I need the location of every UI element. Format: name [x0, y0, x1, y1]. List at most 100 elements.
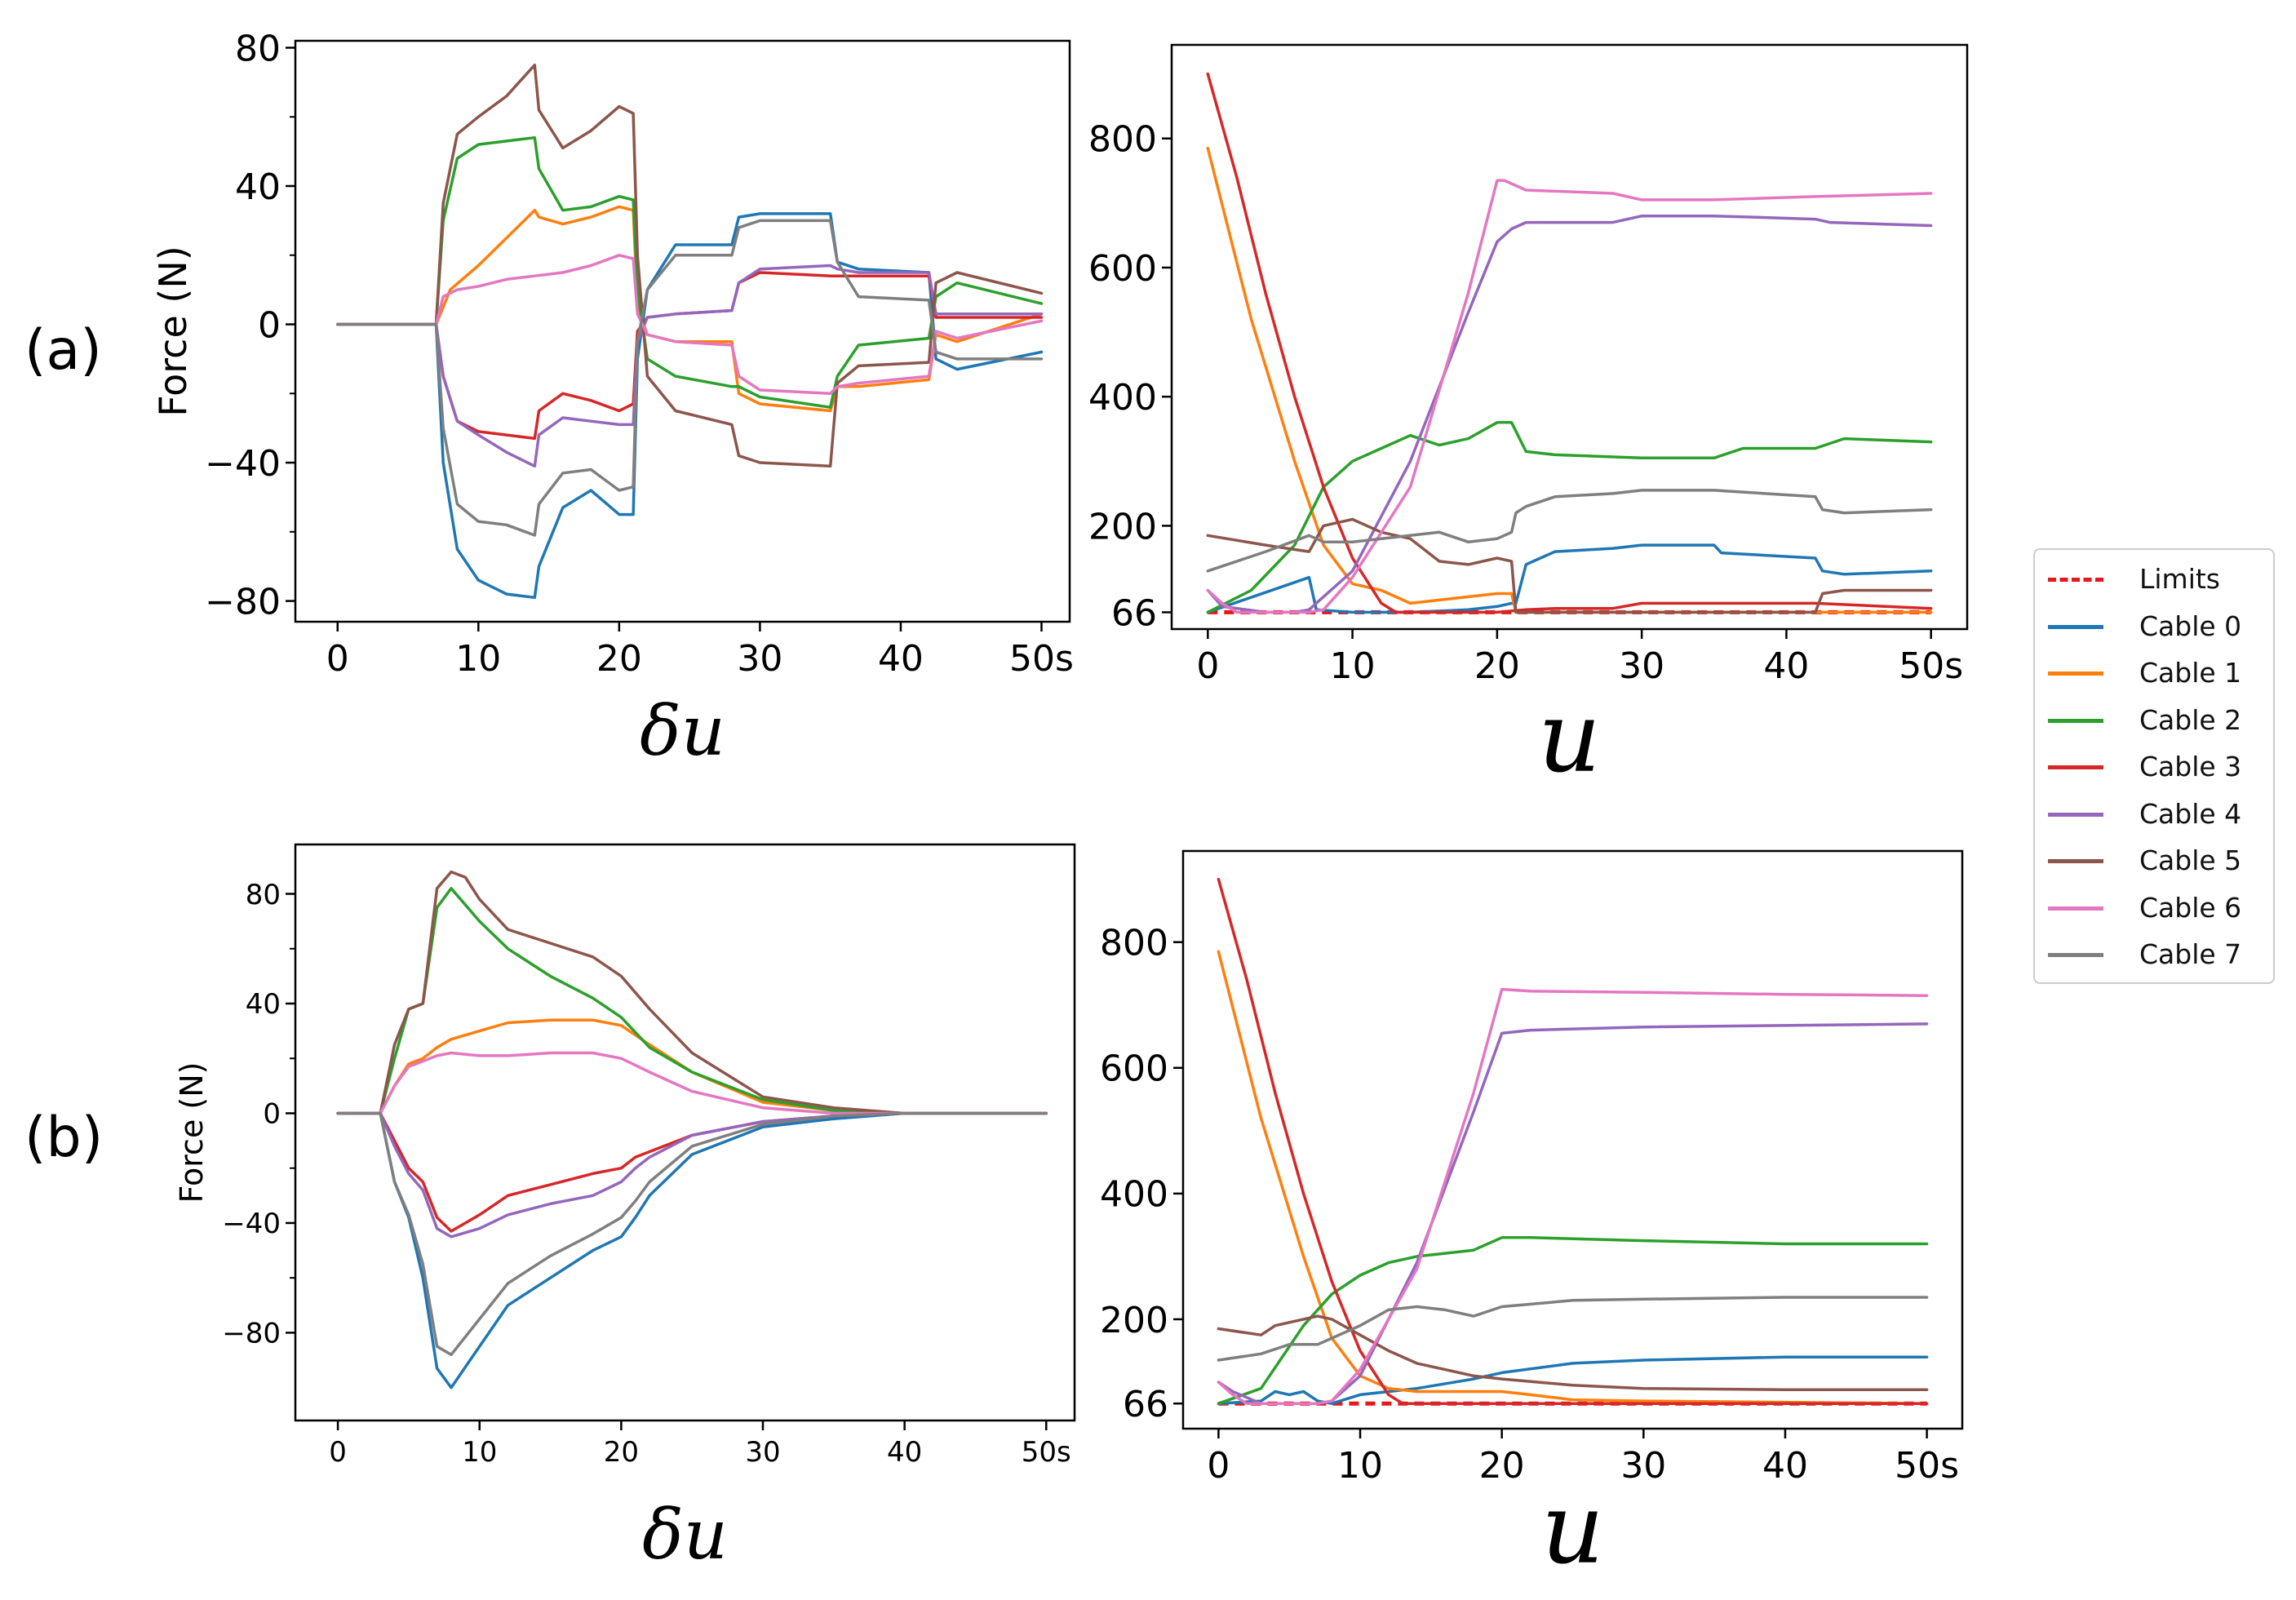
series-cable-5	[336, 63, 1044, 468]
series-cable-0	[1206, 543, 1933, 614]
x-tick-label: 30	[1620, 1445, 1666, 1487]
x-axis-label: δu	[640, 691, 725, 771]
y-axis-label: Force (N)	[174, 1062, 210, 1203]
x-axis-label: u	[1541, 1473, 1604, 1586]
series-cable-7	[1206, 489, 1933, 573]
y-tick-label: 0	[258, 304, 281, 346]
x-tick-label: 0	[326, 638, 349, 680]
x-tick-label: 0	[1207, 1445, 1230, 1487]
series-cable-4	[336, 1111, 1048, 1239]
legend-label: Cable 5	[2139, 844, 2242, 876]
series-cable-6	[336, 254, 1044, 396]
series-cable-5	[336, 870, 1048, 1115]
legend-swatch	[2048, 578, 2103, 582]
legend-swatch	[2048, 671, 2103, 676]
legend-swatch	[2048, 812, 2103, 817]
legend-item-cable-1: Cable 1	[2035, 650, 2273, 696]
x-tick-label: 20	[1479, 1445, 1525, 1487]
plot-frame	[294, 843, 1076, 1422]
y-tick-label: 0	[263, 1098, 281, 1131]
series-cable-7	[336, 1111, 1048, 1357]
series-cable-1	[1206, 146, 1933, 614]
legend-item-limits: Limits	[2035, 556, 2273, 602]
legend-item-cable-3: Cable 3	[2035, 744, 2273, 790]
x-tick-label: 0	[1196, 645, 1219, 687]
chart-b-tension: 0 10 20 30 40 50s 66 200 400 600 800 u	[1100, 849, 1964, 1586]
plot-frame	[294, 39, 1071, 623]
series-cable-2	[1206, 421, 1933, 614]
y-tick-label: 800	[1088, 119, 1157, 161]
series-cable-7	[336, 219, 1044, 537]
legend-swatch	[2048, 906, 2103, 911]
series-cable-3	[1206, 72, 1933, 614]
series-cable-3	[336, 271, 1044, 441]
series-cable-0	[336, 1111, 1048, 1389]
plot-frame	[1181, 849, 1964, 1430]
series-cable-2	[1217, 1236, 1929, 1405]
y-tick-label: 800	[1100, 923, 1168, 964]
legend-label: Cable 3	[2139, 751, 2242, 782]
series-cable-2	[336, 135, 1044, 409]
series-cable-3	[336, 1111, 1048, 1233]
series-cable-6	[1217, 987, 1929, 1405]
y-tick-label: −80	[205, 581, 281, 623]
x-tick-label: 20	[604, 1436, 639, 1469]
x-tick-label: 40	[1763, 645, 1809, 687]
y-tick-label: −40	[222, 1208, 281, 1240]
x-tick-label: 50s	[1009, 638, 1074, 680]
x-tick-label: 20	[596, 638, 642, 680]
y-tick-label: 200	[1100, 1300, 1168, 1341]
legend-item-cable-2: Cable 2	[2035, 698, 2273, 743]
legend-label: Cable 2	[2139, 703, 2242, 736]
series-cable-4	[1206, 214, 1933, 614]
x-axis-label: u	[1538, 681, 1601, 795]
chart-a-tension: 0 10 20 30 40 50s 66 200 400 600 800 u	[1088, 43, 1969, 795]
series-cable-5	[1206, 517, 1933, 614]
legend-swatch	[2048, 765, 2103, 769]
y-tick-label: 400	[1088, 377, 1157, 419]
x-tick-label: 20	[1474, 645, 1520, 687]
y-tick-label: −80	[222, 1318, 281, 1350]
y-tick-label: 80	[235, 28, 281, 69]
x-tick-label: 30	[737, 638, 782, 680]
y-tick-label: 66	[1123, 1384, 1168, 1425]
series-cable-0	[336, 212, 1044, 600]
x-tick-label: 40	[887, 1436, 922, 1469]
x-tick-label: 50s	[1022, 1436, 1071, 1469]
y-tick-label: 400	[1100, 1174, 1168, 1216]
x-tick-label: 50s	[1899, 645, 1963, 687]
legend-label: Cable 0	[2139, 609, 2242, 642]
y-axis-label: Force (N)	[151, 246, 195, 416]
legend-item-cable-0: Cable 0	[2035, 604, 2273, 649]
legend: Limits Cable 0 Cable 1 Cable 2 Cable 3 Cable …	[2033, 548, 2275, 984]
legend-label: Cable 4	[2139, 797, 2242, 830]
series-cable-5	[1217, 1314, 1929, 1391]
x-tick-label: 30	[745, 1436, 780, 1469]
series-cable-7	[1217, 1296, 1929, 1362]
legend-item-cable-6: Cable 6	[2035, 885, 2273, 931]
y-tick-label: 40	[246, 988, 281, 1021]
x-tick-label: 40	[878, 638, 924, 680]
row-label-b: (b)	[24, 1106, 104, 1170]
legend-swatch	[2048, 624, 2103, 629]
row-label-a: (a)	[24, 318, 102, 383]
x-tick-label: 10	[1337, 1445, 1383, 1487]
legend-label: Cable 7	[2139, 938, 2242, 970]
legend-label: Limits	[2139, 563, 2220, 595]
legend-item-cable-4: Cable 4	[2035, 791, 2273, 837]
series-cable-6	[1206, 179, 1933, 614]
y-tick-label: 80	[246, 879, 281, 911]
series-cable-2	[336, 887, 1048, 1115]
x-tick-label: 50s	[1895, 1445, 1959, 1487]
x-axis-label: δu	[642, 1495, 728, 1575]
legend-label: Cable 1	[2139, 657, 2242, 689]
series-cable-6	[336, 1051, 1048, 1115]
x-tick-label: 10	[455, 638, 501, 680]
x-tick-label: 40	[1762, 1445, 1808, 1487]
x-tick-label: 10	[462, 1436, 497, 1469]
series-cable-4	[1217, 1022, 1929, 1405]
y-tick-label: 600	[1088, 248, 1157, 290]
y-tick-label: 600	[1100, 1048, 1168, 1090]
chart-b-force: 0 10 20 30 40 50s −80 −40 0 40 80 δu Force (N)	[174, 843, 1076, 1575]
